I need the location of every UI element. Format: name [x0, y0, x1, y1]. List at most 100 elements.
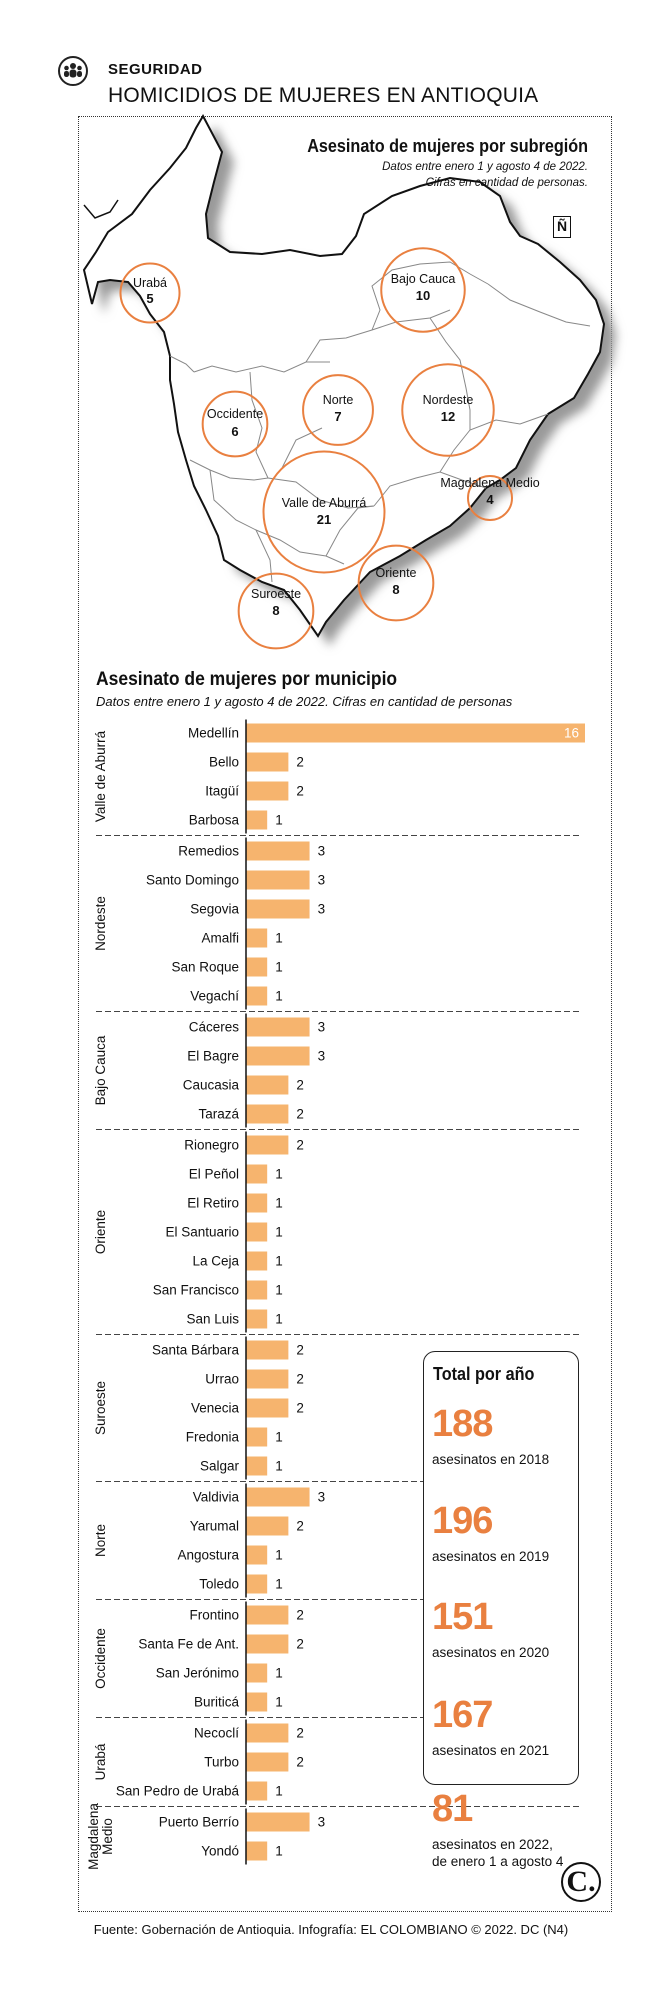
total-2021-number: 167 [432, 1694, 493, 1736]
totals-box [423, 1351, 579, 1785]
total-2019-label: asesinatos en 2019 [432, 1549, 550, 1564]
bar-label-el-retiro: El Retiro [187, 1196, 239, 1211]
bar-value-vegachi: 1 [275, 989, 283, 1004]
bar-yondo [246, 1841, 268, 1861]
totals-title: Total por año [433, 1364, 535, 1384]
total-2020-number: 151 [432, 1596, 493, 1638]
region-circle-nordeste [401, 363, 495, 457]
bar-label-medellin: Medellín [188, 726, 239, 741]
bar-label-salgar: Salgar [200, 1459, 240, 1474]
region-circle-bajo-cauca [380, 247, 466, 333]
bar-value-yarumal: 2 [296, 1519, 304, 1534]
region-label-bajo-cauca: Bajo Cauca [391, 272, 456, 286]
bar-san-jeronimo [246, 1663, 268, 1683]
content-frame [78, 116, 612, 1912]
bar-el-bagre [246, 1046, 310, 1066]
total-2022-label-2: de enero 1 a agosto 4 [432, 1854, 564, 1869]
bar-value-santo-domingo: 3 [318, 873, 326, 888]
bar-el-penol [246, 1164, 268, 1184]
region-label-suroeste: Suroeste [251, 587, 301, 601]
group-label-norte: Norte [93, 1524, 108, 1557]
bar-value-santa-barbara: 2 [296, 1343, 304, 1358]
total-2020-label: asesinatos en 2020 [432, 1645, 550, 1660]
bar-value-san-jeronimo: 1 [275, 1666, 283, 1681]
region-label-oriente: Oriente [376, 566, 417, 580]
north-arrow-icon: Ñ [553, 216, 571, 238]
bar-label-remedios: Remedios [178, 844, 239, 859]
bar-puerto-berrio [246, 1812, 310, 1832]
chart-title: Asesinato de mujeres por municipio [96, 669, 398, 690]
bar-urrao [246, 1369, 289, 1389]
region-value-occidente: 6 [231, 424, 238, 439]
bar-valdivia [246, 1487, 310, 1507]
total-2018-number: 188 [432, 1403, 493, 1445]
region-circle-valle-de-aburra [262, 450, 386, 574]
bar-value-barbosa: 1 [275, 813, 283, 828]
region-value-norte: 7 [334, 409, 341, 424]
bar-caucasia [246, 1075, 289, 1095]
total-2018-label: asesinatos en 2018 [432, 1452, 550, 1467]
bar-amalfi [246, 928, 268, 948]
bar-value-amalfi: 1 [275, 931, 283, 946]
bar-medellin [246, 723, 585, 743]
section-label: SEGURIDAD [108, 61, 203, 78]
bar-value-bello: 2 [296, 755, 304, 770]
total-2019-number: 196 [432, 1500, 493, 1542]
bar-value-necocli: 2 [296, 1726, 304, 1741]
total-2022-number: 81 [432, 1788, 473, 1830]
bar-venecia [246, 1398, 289, 1418]
bar-value-caucasia: 2 [296, 1078, 304, 1093]
region-label-nordeste: Nordeste [423, 393, 474, 407]
group-label-magdalena-medio-0: Magdalena [86, 1803, 101, 1870]
chart-subtitle: Datos entre enero 1 y agosto 4 de 2022. … [96, 694, 513, 709]
bar-value-yondo: 1 [275, 1844, 283, 1859]
bar-taraza [246, 1104, 289, 1124]
bar-value-san-luis: 1 [275, 1312, 283, 1327]
region-label-occidente: Occidente [207, 407, 263, 421]
bar-label-buritica: Buriticá [194, 1695, 240, 1710]
bar-value-turbo: 2 [296, 1755, 304, 1770]
bar-caceres [246, 1017, 310, 1037]
bar-remedios [246, 841, 310, 861]
bar-value-puerto-berrio: 3 [318, 1815, 326, 1830]
group-label-nordeste: Nordeste [93, 896, 108, 951]
bar-san-pedro-de-uraba [246, 1781, 268, 1801]
bar-label-toledo: Toledo [199, 1577, 239, 1592]
bar-value-san-francisco: 1 [275, 1283, 283, 1298]
bar-label-urrao: Urrao [205, 1372, 239, 1387]
bar-value-frontino: 2 [296, 1608, 304, 1623]
people-icon [58, 56, 88, 86]
bar-value-san-roque: 1 [275, 960, 283, 975]
bar-label-angostura: Angostura [177, 1548, 239, 1563]
region-value-magdalena-medio: 4 [486, 492, 494, 507]
map-subtitle-1: Datos entre enero 1 y agosto 4 de 2022. [382, 161, 588, 173]
bar-necocli [246, 1723, 289, 1743]
bar-itagui [246, 781, 289, 801]
bar-value-venecia: 2 [296, 1401, 304, 1416]
group-label-valle-de-aburra: Valle de Aburrá [93, 730, 108, 822]
bar-bello [246, 752, 289, 772]
bar-label-el-bagre: El Bagre [187, 1049, 239, 1064]
bar-label-el-santuario: El Santuario [165, 1225, 239, 1240]
bar-label-el-penol: El Peñol [189, 1167, 239, 1182]
region-label-valle-de-aburra: Valle de Aburrá [282, 496, 367, 510]
bar-label-venecia: Venecia [191, 1401, 240, 1416]
bar-label-turbo: Turbo [204, 1755, 239, 1770]
bar-label-santa-barbara: Santa Bárbara [152, 1343, 240, 1358]
bar-label-la-ceja: La Ceja [192, 1254, 239, 1269]
bar-salgar [246, 1456, 268, 1476]
bar-label-puerto-berrio: Puerto Berrío [159, 1815, 239, 1830]
bar-el-retiro [246, 1193, 268, 1213]
bar-san-francisco [246, 1280, 268, 1300]
group-label-occidente: Occidente [93, 1628, 108, 1689]
bar-value-caceres: 3 [318, 1020, 326, 1035]
coast-line [83, 199, 119, 219]
bar-value-buritica: 1 [275, 1695, 283, 1710]
bar-segovia [246, 899, 310, 919]
bar-value-segovia: 3 [318, 902, 326, 917]
bar-santa-barbara [246, 1340, 289, 1360]
bar-value-medellin: 16 [564, 726, 579, 741]
bar-san-luis [246, 1309, 268, 1329]
bar-label-rionegro: Rionegro [184, 1138, 239, 1153]
